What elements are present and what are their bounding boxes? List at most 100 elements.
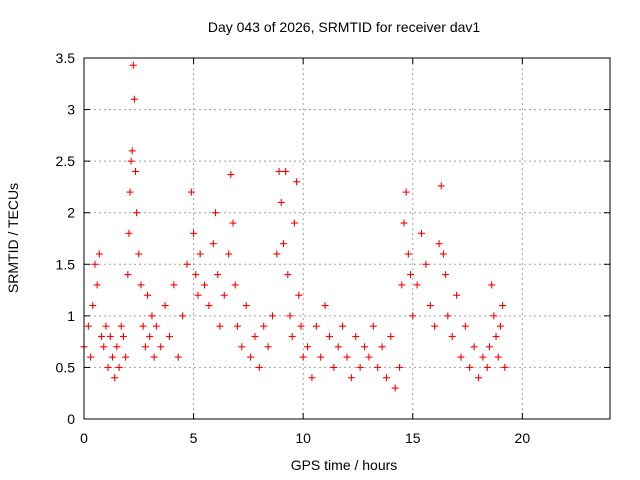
data-point bbox=[466, 363, 474, 371]
data-point bbox=[127, 157, 135, 165]
data-point bbox=[247, 353, 255, 361]
data-point bbox=[264, 343, 272, 351]
data-point bbox=[470, 343, 478, 351]
data-point bbox=[179, 312, 187, 320]
data-point bbox=[352, 332, 360, 340]
y-tick-label: 0 bbox=[67, 411, 75, 427]
data-point bbox=[192, 271, 200, 279]
data-point bbox=[321, 302, 329, 310]
data-point bbox=[146, 332, 154, 340]
plot-frame bbox=[83, 57, 611, 420]
data-point bbox=[255, 363, 263, 371]
data-point bbox=[496, 322, 504, 330]
data-point bbox=[111, 374, 119, 382]
data-point bbox=[431, 322, 439, 330]
data-point bbox=[400, 219, 408, 227]
data-point bbox=[148, 312, 156, 320]
data-point bbox=[135, 250, 143, 258]
data-point bbox=[125, 229, 133, 237]
data-point bbox=[304, 343, 312, 351]
data-point bbox=[444, 312, 452, 320]
data-point bbox=[139, 322, 147, 330]
data-point bbox=[277, 198, 285, 206]
y-tick-label: 1 bbox=[67, 308, 75, 324]
data-point bbox=[84, 322, 92, 330]
data-point bbox=[413, 281, 421, 289]
data-point bbox=[279, 240, 287, 248]
x-axis: 0 5 10 15 20 bbox=[80, 58, 530, 446]
data-point bbox=[212, 209, 219, 217]
data-point bbox=[439, 250, 447, 258]
data-point bbox=[242, 302, 250, 310]
data-point bbox=[378, 343, 386, 351]
data-point bbox=[365, 353, 373, 361]
data-point bbox=[170, 281, 178, 289]
data-point bbox=[435, 240, 443, 248]
data-point bbox=[87, 353, 95, 361]
data-point bbox=[225, 250, 233, 258]
data-point bbox=[402, 188, 410, 196]
data-point bbox=[129, 61, 137, 69]
data-point bbox=[347, 374, 355, 382]
x-tick-label: 15 bbox=[405, 430, 421, 446]
data-point bbox=[137, 281, 145, 289]
data-point bbox=[209, 240, 217, 248]
data-point bbox=[317, 353, 325, 361]
data-point bbox=[369, 322, 377, 330]
data-point bbox=[483, 363, 491, 371]
data-point bbox=[374, 363, 382, 371]
data-point bbox=[448, 332, 456, 340]
data-point bbox=[308, 374, 316, 382]
data-point bbox=[183, 260, 191, 268]
data-point bbox=[485, 343, 493, 351]
data-point bbox=[93, 281, 101, 289]
data-point bbox=[150, 353, 158, 361]
data-point bbox=[104, 363, 112, 371]
data-point bbox=[407, 271, 415, 279]
data-point bbox=[187, 188, 195, 196]
data-point bbox=[260, 322, 268, 330]
data-point bbox=[100, 343, 108, 351]
data-point bbox=[102, 322, 110, 330]
data-point bbox=[442, 271, 450, 279]
data-point bbox=[426, 302, 434, 310]
data-point bbox=[334, 343, 342, 351]
y-axis-label: SRMTID / TECUs bbox=[5, 183, 21, 293]
data-point bbox=[220, 291, 228, 299]
data-point bbox=[133, 209, 141, 217]
data-point bbox=[122, 353, 130, 361]
data-point bbox=[330, 363, 338, 371]
data-point bbox=[325, 332, 333, 340]
data-point bbox=[165, 332, 173, 340]
data-point bbox=[227, 171, 235, 179]
data-point bbox=[124, 271, 132, 279]
data-point bbox=[95, 250, 103, 258]
data-point bbox=[275, 167, 283, 175]
data-point bbox=[437, 182, 445, 190]
data-point bbox=[488, 281, 496, 289]
data-point bbox=[115, 363, 123, 371]
data-point bbox=[293, 178, 301, 186]
data-point bbox=[190, 229, 198, 237]
data-point bbox=[89, 302, 97, 310]
data-point bbox=[152, 322, 160, 330]
data-point bbox=[409, 312, 417, 320]
y-axis: 0 0.5 1 1.5 2 2.5 3 3.5 bbox=[56, 50, 610, 427]
data-point bbox=[106, 332, 114, 340]
x-tick-label: 20 bbox=[515, 430, 531, 446]
data-point bbox=[343, 353, 351, 361]
data-point bbox=[268, 312, 276, 320]
x-tick-label: 10 bbox=[295, 430, 311, 446]
y-tick-label: 2 bbox=[67, 205, 75, 221]
data-point bbox=[501, 363, 509, 371]
data-point bbox=[216, 322, 224, 330]
data-point bbox=[144, 291, 152, 299]
y-tick-label: 3 bbox=[67, 102, 75, 118]
data-point bbox=[119, 332, 127, 340]
data-point bbox=[361, 343, 369, 351]
data-point bbox=[299, 353, 307, 361]
y-tick-label: 2.5 bbox=[56, 153, 76, 169]
data-point bbox=[161, 302, 169, 310]
data-point bbox=[286, 312, 294, 320]
